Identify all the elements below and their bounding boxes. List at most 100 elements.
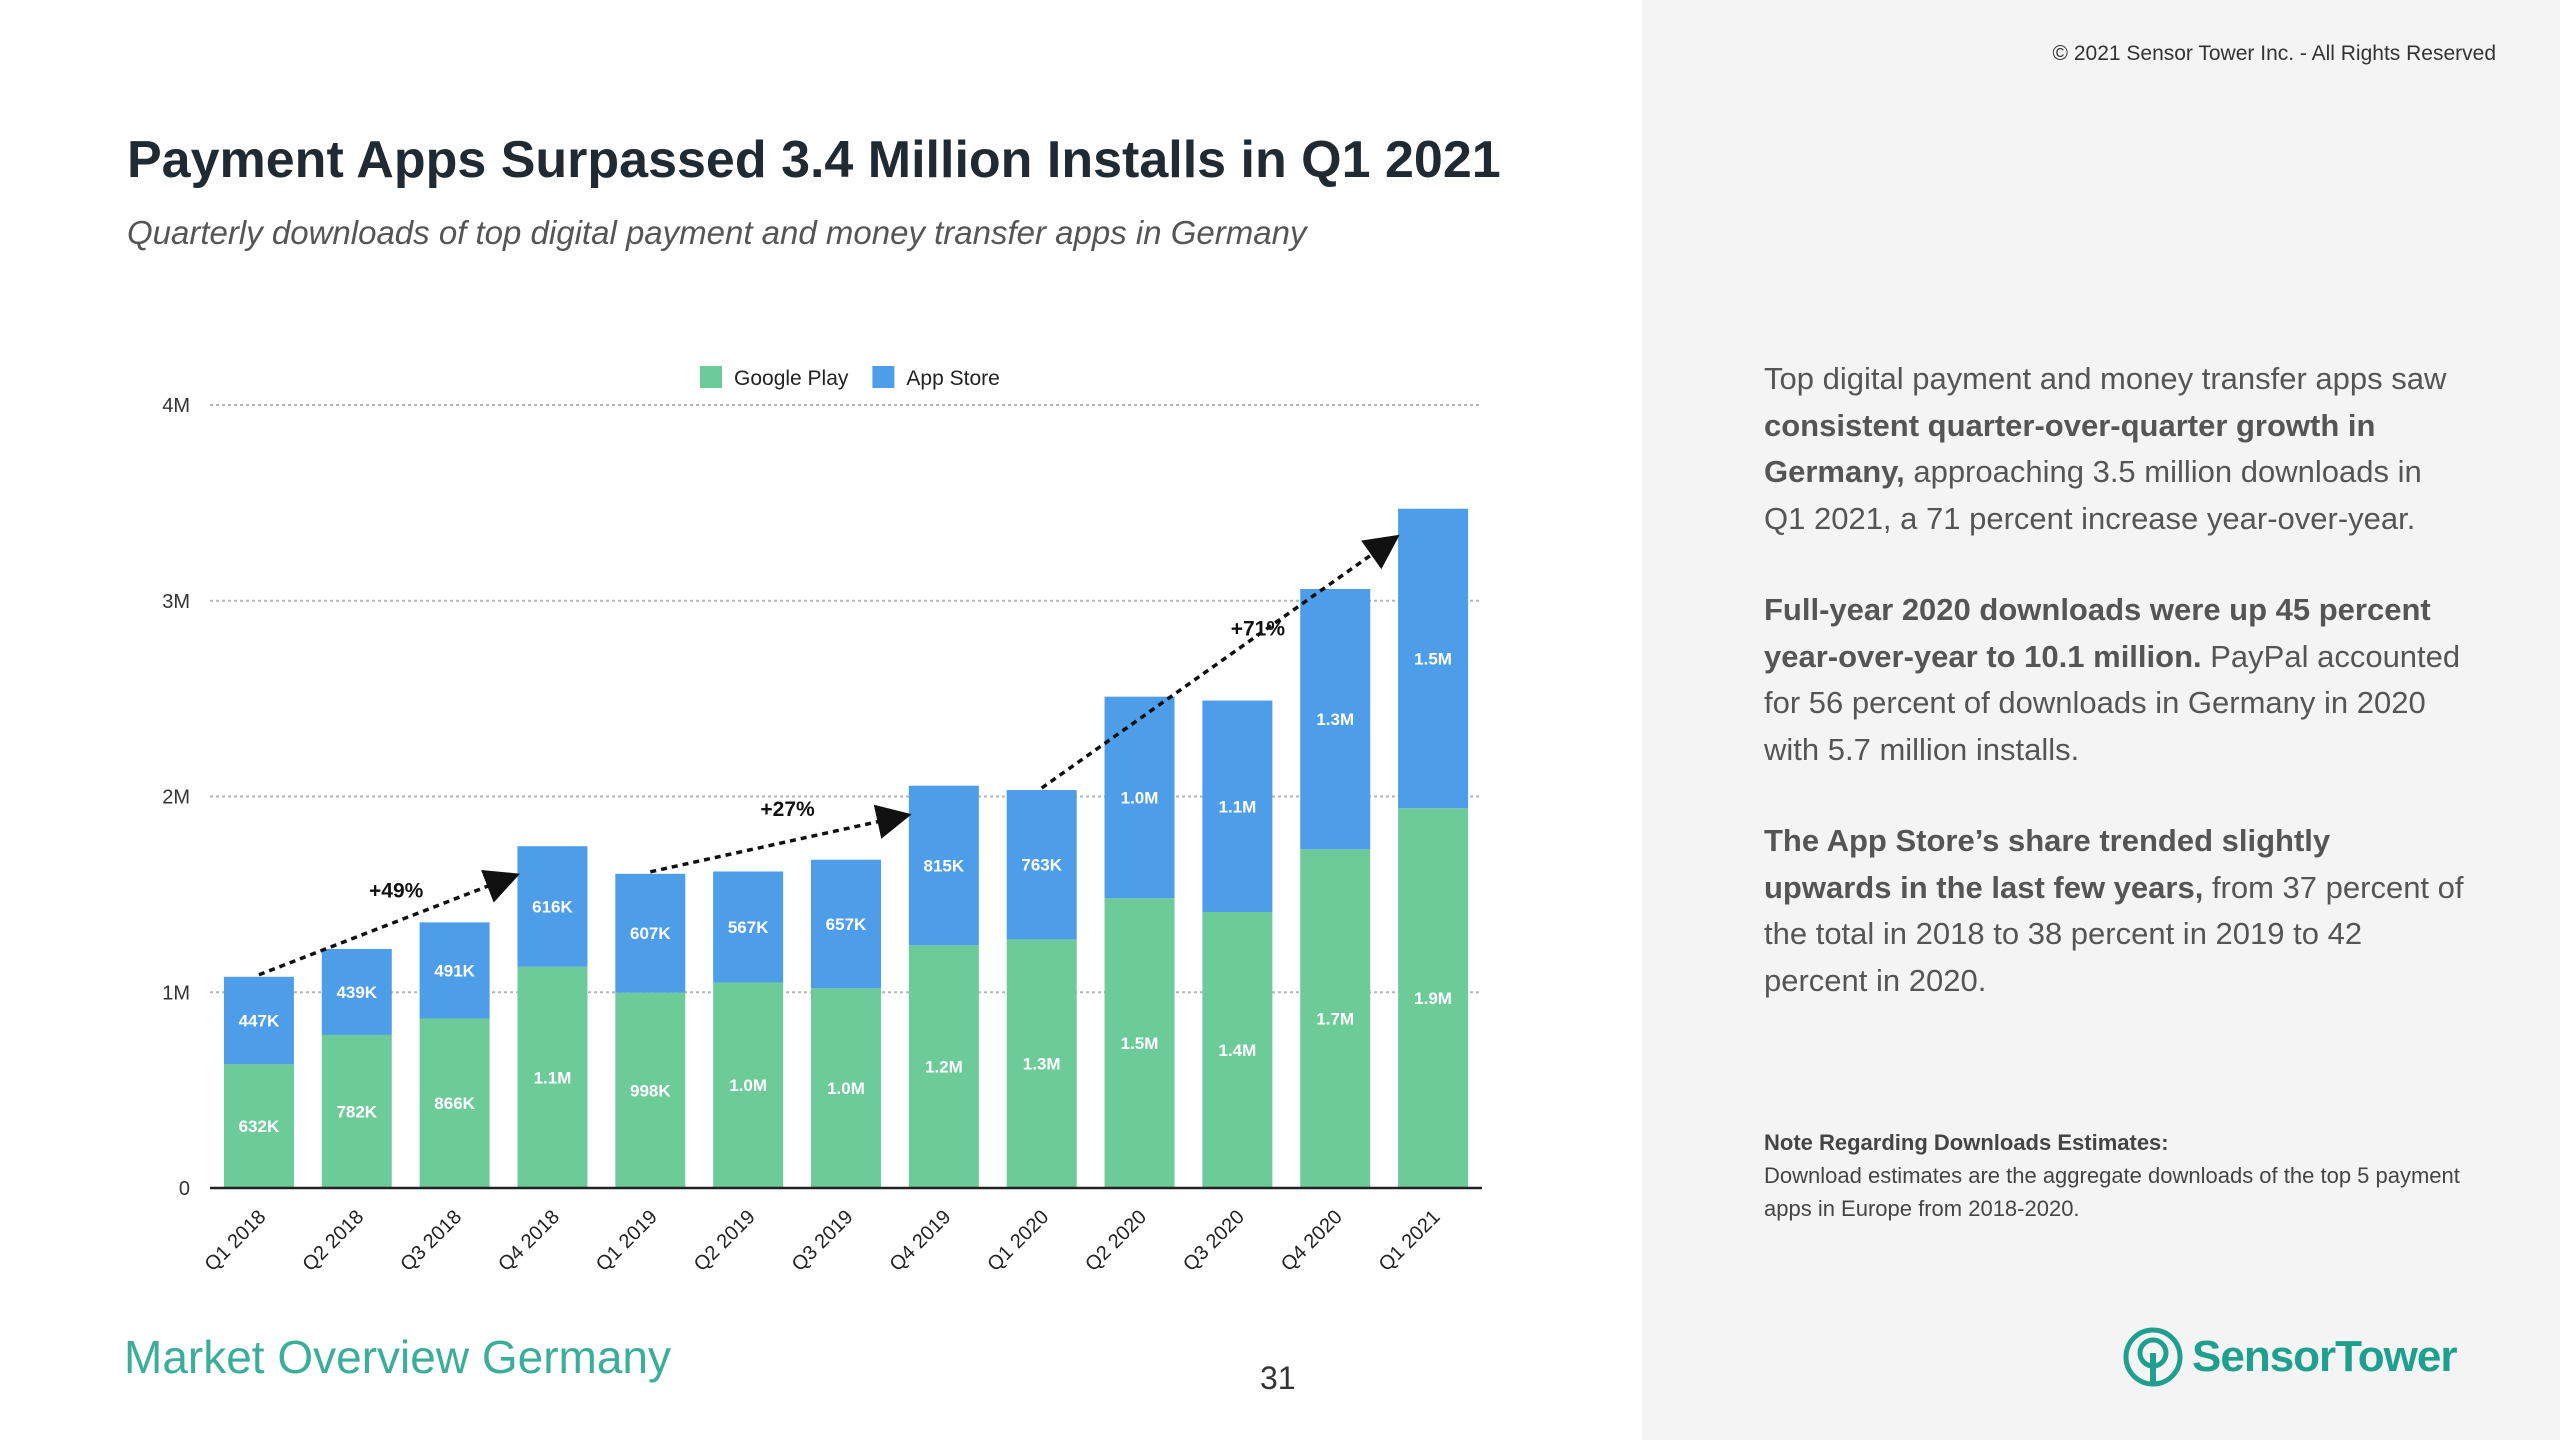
growth-arrow xyxy=(258,870,520,977)
bar-data-label: 1.9M xyxy=(1414,989,1452,1008)
summary-paragraph-1: Top digital payment and money transfer a… xyxy=(1764,356,2464,542)
summary-p1-bold: consistent quarter-over-quarter growth i… xyxy=(1764,407,2376,490)
bar-data-label: 1.0M xyxy=(827,1079,865,1098)
bar-google-play xyxy=(1300,849,1371,1188)
x-tick-label: Q1 2021 xyxy=(1375,1206,1445,1276)
bar-google-play xyxy=(811,988,881,1188)
bar-data-label: 866K xyxy=(434,1094,475,1113)
bar-data-label: 1.5M xyxy=(1121,1034,1159,1053)
bar-data-label: 763K xyxy=(1021,856,1062,875)
bar-google-play xyxy=(223,1064,294,1188)
bar-app-store xyxy=(908,785,979,946)
y-tick-label: 4M xyxy=(162,395,190,417)
bar-data-label: 491K xyxy=(434,961,475,980)
page-number: 31 xyxy=(1260,1360,1296,1396)
brand-logo: SensorTower xyxy=(2122,1322,2457,1392)
bar-google-play xyxy=(419,1018,490,1188)
bar-google-play xyxy=(321,1034,392,1188)
summary-p1-post: approaching 3.5 million downloads in Q1 … xyxy=(1764,454,2422,536)
bar-app-store xyxy=(811,859,881,989)
x-tick-label: Q2 2019 xyxy=(690,1206,760,1276)
growth-label: +49% xyxy=(369,880,424,903)
bar-data-label: 1.3M xyxy=(1023,1055,1061,1074)
bar-app-store xyxy=(713,871,784,983)
y-tick-label: 0 xyxy=(179,1178,190,1200)
bar-data-label: 657K xyxy=(826,915,867,934)
x-tick-label: Q4 2020 xyxy=(1277,1206,1347,1276)
bar-app-store xyxy=(1006,790,1077,940)
summary-text: Top digital payment and money transfer a… xyxy=(1764,356,2464,1049)
summary-p3-bold: The App Store’s share trended slightly u… xyxy=(1764,823,2331,905)
bar-chart: 0 1M 2M 3M 4M 632K 447K Q1 2018 782K 439K Q2 2018 8… xyxy=(162,366,1482,1276)
bar-google-play xyxy=(1202,911,1273,1188)
bar-data-label: 1.1M xyxy=(534,1068,572,1087)
bar-app-store xyxy=(1398,508,1469,809)
brand-name: SensorTower xyxy=(2192,1332,2457,1381)
growth-arrow xyxy=(1040,534,1400,790)
legend-swatch-app-store xyxy=(872,366,895,388)
note-block: Note Regarding Downloads Estimates: Down… xyxy=(1764,1126,2464,1225)
bar-app-store xyxy=(1300,589,1371,850)
copyright-notice: © 2021 Sensor Tower Inc. - All Rights Re… xyxy=(2052,42,2496,65)
x-tick-label: Q2 2020 xyxy=(1081,1206,1151,1276)
bar-data-label: 439K xyxy=(336,983,377,1002)
x-tick-label: Q1 2019 xyxy=(592,1206,662,1276)
summary-p3-post: from 37 percent of the total in 2018 to … xyxy=(1764,869,2464,998)
growth-label: +71% xyxy=(1231,617,1286,640)
summary-p2-post: PayPal accounted for 56 percent of downl… xyxy=(1764,638,2461,767)
page-title: Payment Apps Surpassed 3.4 Million Insta… xyxy=(127,131,1501,189)
x-tick-label: Q3 2018 xyxy=(396,1206,466,1276)
bar-data-label: 998K xyxy=(630,1081,671,1100)
bar-data-label: 1.3M xyxy=(1316,710,1354,729)
summary-p1-pre: Top digital payment and money transfer a… xyxy=(1764,361,2447,396)
sensor-tower-logo-icon xyxy=(2123,1327,2183,1387)
x-tick-label: Q3 2019 xyxy=(788,1206,858,1276)
page-subtitle: Quarterly downloads of top digital payme… xyxy=(127,214,1307,251)
bar-app-store xyxy=(615,873,686,993)
growth-label: +27% xyxy=(760,798,815,821)
bar-data-label: 616K xyxy=(532,898,573,917)
bar-data-label: 1.4M xyxy=(1218,1041,1256,1060)
bar-app-store xyxy=(1202,700,1273,912)
note-body: Download estimates are the aggregate dow… xyxy=(1764,1163,2460,1221)
legend-swatch-google-play xyxy=(700,366,722,388)
bar-data-label: 1.2M xyxy=(925,1058,963,1077)
bar-google-play xyxy=(517,966,588,1188)
x-tick-label: Q1 2020 xyxy=(983,1206,1053,1276)
right-panel xyxy=(1642,0,2560,1440)
bar-app-store xyxy=(1104,696,1175,899)
bar-app-store xyxy=(321,948,392,1035)
note-title: Note Regarding Downloads Estimates: xyxy=(1764,1130,2169,1155)
bar-data-label: 1.0M xyxy=(729,1076,767,1095)
bar-data-label: 607K xyxy=(630,924,671,943)
y-tick-label: 1M xyxy=(162,982,190,1004)
bar-google-play xyxy=(1398,808,1469,1188)
bar-data-label: 1.7M xyxy=(1316,1010,1354,1029)
bar-data-label: 447K xyxy=(239,1012,280,1031)
bar-google-play xyxy=(713,982,784,1188)
bar-google-play xyxy=(908,945,979,1188)
bar-data-label: 567K xyxy=(728,918,769,937)
summary-p2-bold: Full-year 2020 downloads were up 45 perc… xyxy=(1764,592,2431,674)
x-tick-label: Q4 2019 xyxy=(886,1206,956,1276)
legend-label: App Store xyxy=(906,367,999,390)
x-tick-label: Q2 2018 xyxy=(298,1206,368,1276)
footer-title: Market Overview Germany xyxy=(124,1331,672,1383)
bar-google-play xyxy=(1006,939,1077,1188)
bar-google-play xyxy=(615,992,686,1188)
x-tick-label: Q1 2018 xyxy=(201,1206,271,1276)
y-tick-label: 2M xyxy=(162,787,190,809)
bar-data-label: 782K xyxy=(336,1102,377,1121)
legend-label: Google Play xyxy=(734,367,849,390)
bar-app-store xyxy=(223,976,294,1065)
bar-app-store xyxy=(419,922,490,1019)
bar-data-label: 815K xyxy=(924,857,965,876)
x-tick-label: Q3 2020 xyxy=(1179,1206,1249,1276)
summary-paragraph-2: Full-year 2020 downloads were up 45 perc… xyxy=(1764,587,2464,773)
summary-paragraph-3: The App Store’s share trended slightly u… xyxy=(1764,818,2464,1004)
y-tick-label: 3M xyxy=(162,591,190,613)
bar-data-label: 1.1M xyxy=(1218,797,1256,816)
bar-data-label: 1.5M xyxy=(1414,649,1452,668)
bar-app-store xyxy=(517,846,588,967)
bar-data-label: 632K xyxy=(239,1117,280,1136)
